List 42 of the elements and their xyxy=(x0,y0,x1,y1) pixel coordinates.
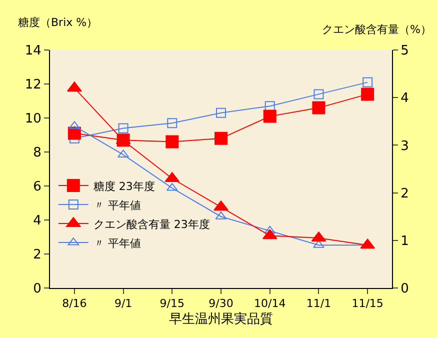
y2-tick-label: 2 xyxy=(400,186,409,202)
point xyxy=(118,123,128,134)
x-tick-label: 8/16 xyxy=(62,297,87,310)
x-tick-label: 9/15 xyxy=(160,297,184,310)
x-axis-title: 早生温州果実品質 xyxy=(169,310,273,327)
point xyxy=(214,200,228,211)
y2-tick-label: 1 xyxy=(400,234,409,249)
point xyxy=(167,118,178,128)
legend-label: クエン酸含有量 23年度 xyxy=(93,218,210,231)
x-tick-label: 11/15 xyxy=(352,297,384,310)
legend-label: 糖度 23年度 xyxy=(93,180,155,193)
x-tick-label: 9/1 xyxy=(114,297,132,310)
legend-label: 〃 平年値 xyxy=(93,198,141,212)
y-axis-title: 糖度（Brix %） xyxy=(18,16,98,29)
point xyxy=(263,110,276,123)
y-tick-label: 14 xyxy=(24,44,42,59)
point xyxy=(166,135,179,148)
legend-label: 〃 平年値 xyxy=(93,236,141,250)
y-tick-label: 2 xyxy=(33,248,42,263)
point xyxy=(314,89,324,100)
x-tick-label: 9/30 xyxy=(208,297,234,310)
y-tick-label: 8 xyxy=(33,146,42,161)
point xyxy=(361,88,374,101)
y2-tick-label: 5 xyxy=(400,44,409,59)
y-tick-label: 4 xyxy=(33,214,42,229)
point xyxy=(216,108,226,118)
point xyxy=(214,132,228,145)
y2-tick-label: 0 xyxy=(400,282,409,297)
y-tick-label: 12 xyxy=(24,78,42,93)
y-tick-label: 0 xyxy=(33,282,42,297)
y2-tick-label: 4 xyxy=(400,91,409,106)
point xyxy=(312,101,326,114)
y-tick-label: 6 xyxy=(33,180,42,195)
y-tick-label: 10 xyxy=(24,112,42,127)
y2-axis-title: クエン酸含有量（%） xyxy=(322,23,432,36)
point xyxy=(264,226,276,234)
y2-tick-label: 3 xyxy=(400,138,409,154)
point xyxy=(264,101,275,112)
x-tick-label: 11/1 xyxy=(306,297,332,310)
point xyxy=(362,77,373,88)
point xyxy=(67,82,82,92)
x-tick-label: 10/14 xyxy=(254,297,286,310)
